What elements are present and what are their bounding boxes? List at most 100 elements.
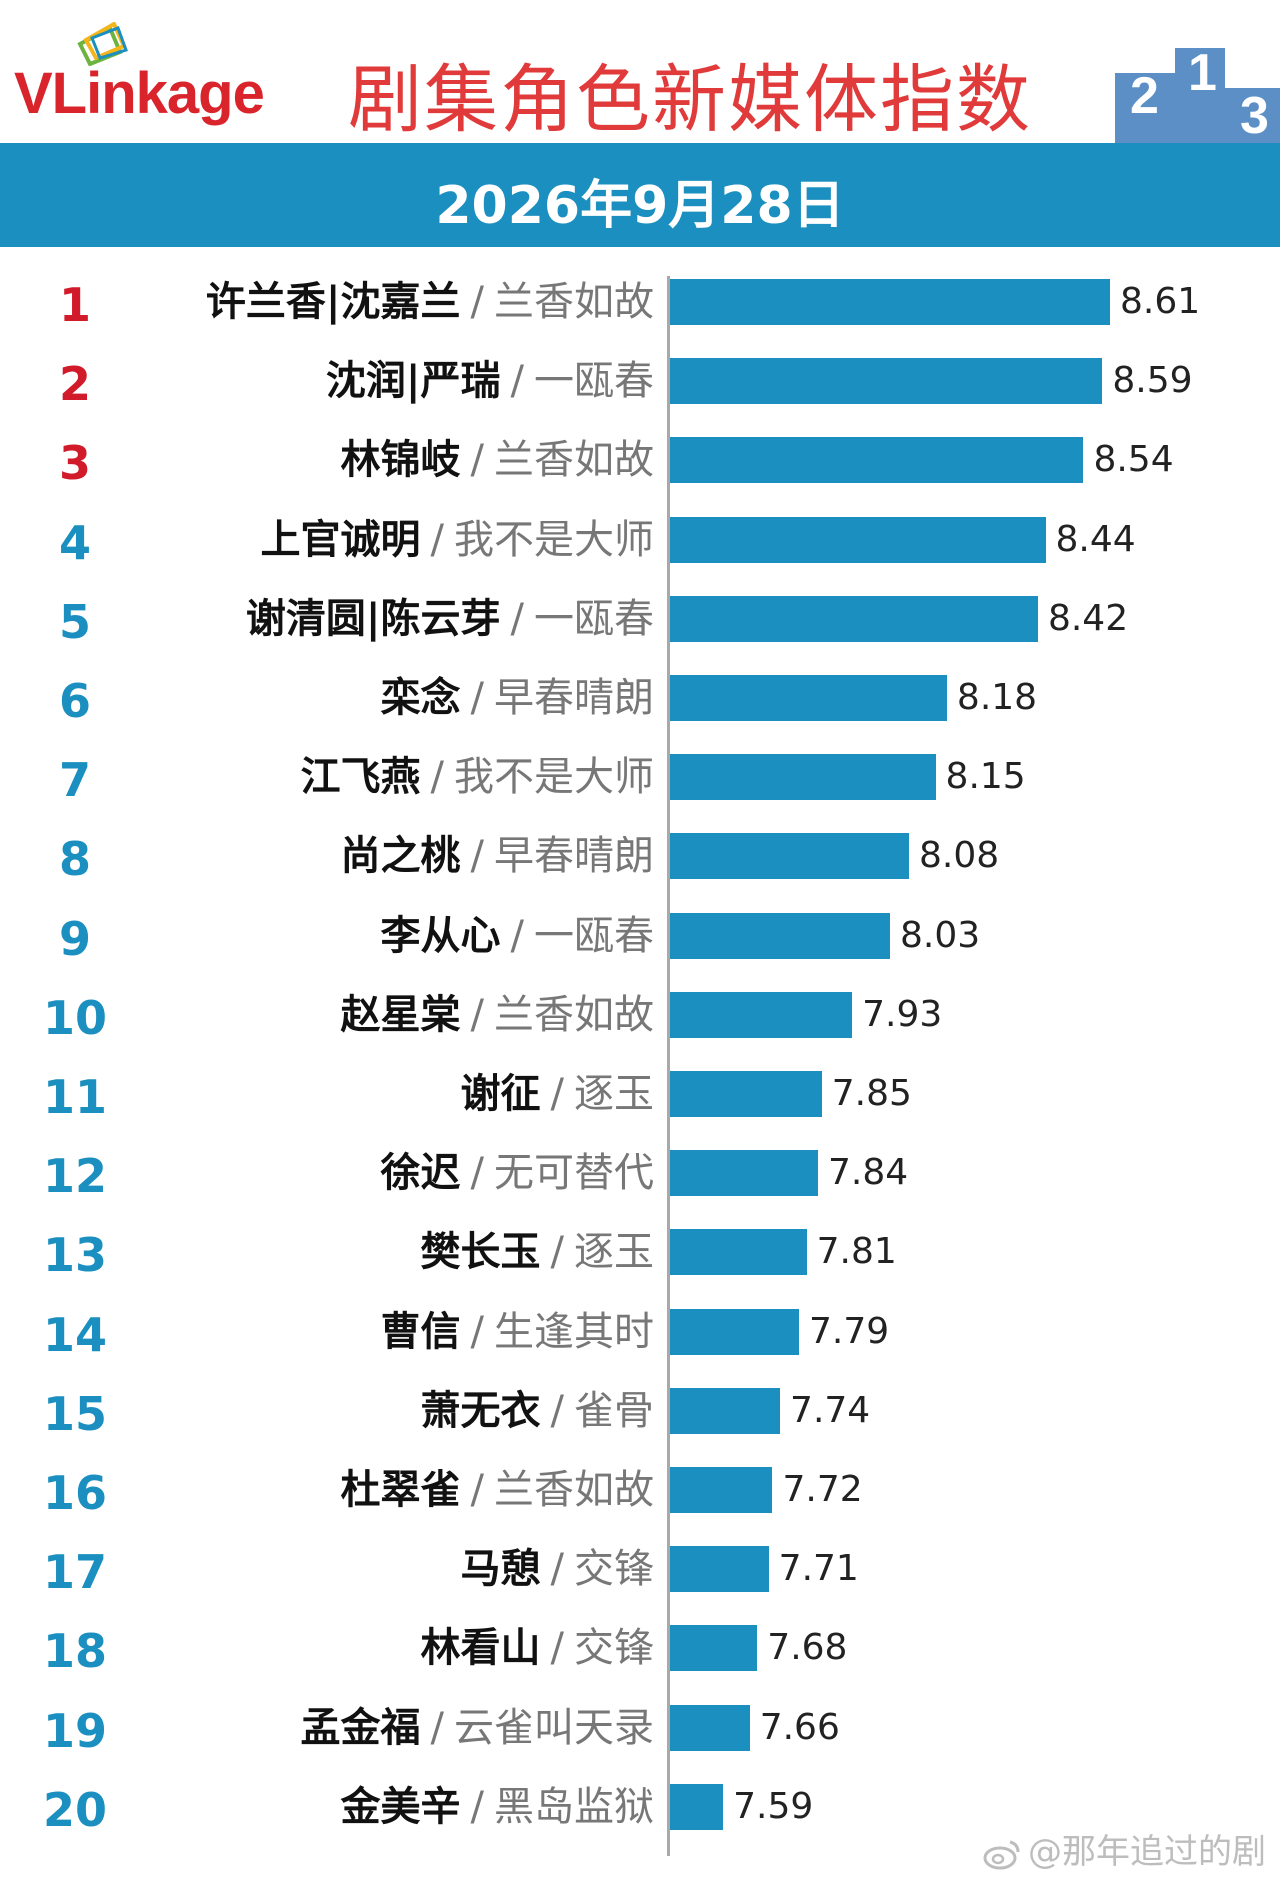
value-label: 7.93 <box>862 993 943 1035</box>
row-label: 尚之桃 / 早春晴朗 <box>341 832 654 880</box>
label-separator: / <box>550 1625 564 1672</box>
rank-number: 17 <box>42 1545 107 1600</box>
label-separator: / <box>510 912 524 959</box>
rank-number: 8 <box>58 832 91 887</box>
rank-number: 16 <box>42 1466 107 1520</box>
chart-row: 15 萧无衣 / 雀骨 7.74 <box>0 1373 1280 1452</box>
show-name: 雀骨 <box>574 1387 654 1434</box>
chart-row: 20 金美辛 / 黑岛监狱 7.59 <box>0 1769 1280 1848</box>
value-label: 8.08 <box>919 835 1000 877</box>
label-separator: / <box>510 595 524 642</box>
show-name: 生逢其时 <box>494 1308 654 1355</box>
character-name: 江飞燕 <box>300 754 421 801</box>
character-name: 曹信 <box>380 1308 461 1355</box>
show-name: 兰香如故 <box>494 1467 654 1513</box>
date-banner: 2026年9月28日 <box>0 143 1280 247</box>
label-separator: / <box>470 675 484 721</box>
value-label: 8.42 <box>1047 597 1129 639</box>
value-label: 8.03 <box>900 914 981 956</box>
row-label: 赵星棠 / 兰香如故 <box>341 991 654 1039</box>
character-name: 林锦岐 <box>340 437 461 484</box>
value-bar <box>670 1467 773 1513</box>
rank-number: 4 <box>58 515 91 570</box>
date-label: 2026年9月28日 <box>435 176 845 236</box>
chart-row: 16 杜翠雀 / 兰香如故 7.72 <box>0 1452 1280 1531</box>
value-bar <box>670 833 909 880</box>
label-separator: / <box>550 1546 564 1593</box>
watermark: @那年追过的剧 <box>982 1824 1266 1873</box>
value-label: 7.81 <box>816 1231 897 1273</box>
show-name: 我不是大师 <box>454 516 654 563</box>
row-label: 金美辛 / 黑岛监狱 <box>341 1783 654 1831</box>
character-name: 沈润|严瑞 <box>325 358 501 405</box>
value-label: 7.74 <box>790 1389 871 1431</box>
label-separator: / <box>550 1071 564 1117</box>
chart-row: 3 林锦岐 / 兰香如故 8.54 <box>0 422 1280 501</box>
value-label: 7.84 <box>827 1152 909 1194</box>
value-bar <box>670 1071 822 1117</box>
rank-number: 7 <box>58 753 91 808</box>
row-label: 萧无衣 / 雀骨 <box>421 1387 654 1435</box>
podium-icon: 2 1 3 <box>1115 44 1280 143</box>
value-bar <box>670 1704 750 1751</box>
show-name: 黑岛监狱 <box>494 1783 654 1830</box>
value-bar <box>670 1783 724 1830</box>
value-bar <box>670 754 936 801</box>
chart-axis-line <box>667 276 670 1856</box>
page-title: 剧集角色新媒体指数 <box>348 57 1032 143</box>
svg-text:3: 3 <box>1240 87 1269 143</box>
show-name: 逐玉 <box>574 1229 654 1276</box>
value-label: 8.61 <box>1120 281 1201 322</box>
rank-number: 10 <box>42 990 107 1045</box>
show-name: 一瓯春 <box>534 595 654 642</box>
chart-row: 2 沈润|严瑞 / 一瓯春 8.59 <box>0 343 1280 422</box>
label-separator: / <box>510 358 524 405</box>
chart-row: 9 李从心 / 一瓯春 8.03 <box>0 898 1280 977</box>
show-name: 一瓯春 <box>534 358 654 405</box>
character-name: 杜翠雀 <box>340 1467 461 1513</box>
chart-row: 10 赵星棠 / 兰香如故 7.93 <box>0 977 1280 1056</box>
value-label: 7.72 <box>782 1469 863 1510</box>
value-bar <box>670 1308 800 1355</box>
character-name: 金美辛 <box>340 1783 461 1830</box>
character-name: 上官诚明 <box>260 516 421 563</box>
chart-row: 14 曹信 / 生逢其时 7.79 <box>0 1294 1280 1373</box>
chart-row: 17 马憩 / 交锋 7.71 <box>0 1531 1280 1610</box>
value-label: 8.18 <box>956 677 1038 718</box>
value-label: 7.71 <box>778 1548 859 1590</box>
value-label: 7.59 <box>733 1785 814 1827</box>
row-label: 上官诚明 / 我不是大师 <box>261 516 654 564</box>
weibo-icon <box>983 1840 1020 1869</box>
row-label: 徐迟 / 无可替代 <box>381 1149 654 1197</box>
label-separator: / <box>470 437 484 484</box>
character-name: 许兰香|沈嘉兰 <box>205 279 461 325</box>
value-bar <box>670 279 1110 325</box>
chart-row: 12 徐迟 / 无可替代 7.84 <box>0 1135 1280 1214</box>
vlinkage-logo: VLinkage <box>14 22 284 127</box>
logo-text: VLinkage <box>14 61 265 126</box>
character-name: 孟金福 <box>300 1704 421 1751</box>
show-name: 兰香如故 <box>494 437 654 484</box>
chart-row: 4 上官诚明 / 我不是大师 8.44 <box>0 502 1280 581</box>
value-bar <box>670 675 947 721</box>
label-separator: / <box>470 1783 484 1830</box>
svg-text:1: 1 <box>1188 44 1217 102</box>
row-label: 李从心 / 一瓯春 <box>381 912 654 960</box>
chart-row: 19 孟金福 / 云雀叫天录 7.66 <box>0 1690 1280 1769</box>
character-name: 樊长玉 <box>420 1229 541 1276</box>
value-bar <box>670 1625 758 1672</box>
label-separator: / <box>550 1387 564 1434</box>
chart-row: 11 谢征 / 逐玉 7.85 <box>0 1056 1280 1135</box>
chart-row: 18 林看山 / 交锋 7.68 <box>0 1610 1280 1689</box>
character-name: 林看山 <box>420 1625 541 1672</box>
label-separator: / <box>470 833 484 880</box>
chart-row: 5 谢清圆|陈云芽 / 一瓯春 8.42 <box>0 581 1280 660</box>
rank-number: 5 <box>58 594 91 649</box>
chart-row: 8 尚之桃 / 早春晴朗 8.08 <box>0 818 1280 897</box>
character-name: 赵星棠 <box>340 991 461 1038</box>
label-separator: / <box>470 279 484 325</box>
label-separator: / <box>430 516 444 563</box>
chart-row: 7 江飞燕 / 我不是大师 8.15 <box>0 739 1280 818</box>
row-label: 谢征 / 逐玉 <box>461 1070 654 1118</box>
rank-number: 15 <box>42 1386 107 1441</box>
